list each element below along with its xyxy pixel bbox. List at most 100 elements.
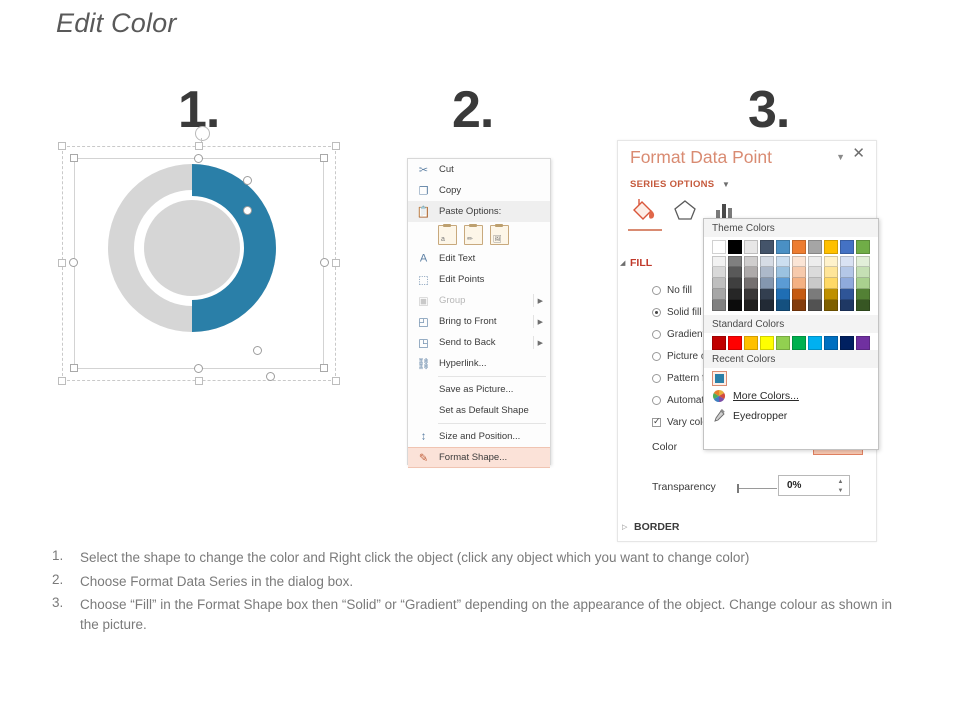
theme-tint-swatch-2-2[interactable] <box>728 267 742 278</box>
theme-color-swatch-8[interactable] <box>824 240 838 254</box>
theme-tint-swatch-10-4[interactable] <box>856 289 870 300</box>
theme-color-swatch-1[interactable] <box>712 240 726 254</box>
radio-button[interactable] <box>652 396 661 405</box>
radio-button[interactable] <box>652 330 661 339</box>
close-icon[interactable]: ✕ <box>852 145 865 162</box>
context-menu-item-size-and-position[interactable]: ↕ Size and Position... <box>408 426 550 447</box>
resize-handle-ne[interactable] <box>332 142 340 150</box>
theme-tint-swatch-10-1[interactable] <box>856 256 870 267</box>
theme-tint-swatch-2-4[interactable] <box>728 289 742 300</box>
chevron-down-icon[interactable]: ▼ <box>722 180 730 189</box>
theme-tints-grid[interactable] <box>704 254 878 315</box>
rotation-handle-icon[interactable] <box>195 126 210 141</box>
theme-tint-swatch-10-5[interactable] <box>856 300 870 311</box>
resize-handle-n[interactable] <box>195 142 203 150</box>
color-picker-dropdown[interactable]: Theme Colors Standard Colors Recent Colo… <box>703 218 879 450</box>
theme-tint-column-8[interactable] <box>824 256 838 311</box>
selected-data-point-arc[interactable] <box>108 152 300 368</box>
theme-tint-swatch-5-3[interactable] <box>776 278 790 289</box>
inner-handle-w[interactable] <box>69 258 78 267</box>
theme-tint-swatch-3-5[interactable] <box>744 300 758 311</box>
theme-tint-swatch-5-5[interactable] <box>776 300 790 311</box>
data-point-handle-4[interactable] <box>266 372 275 381</box>
transparency-slider[interactable] <box>737 484 777 493</box>
context-menu[interactable]: ✂ Cut ❐ Copy 📋 Paste Options: a ✏ 🖼 A Edit Text ⬚ Ed… <box>407 158 551 468</box>
paste-keep-source-icon[interactable]: a <box>438 224 457 245</box>
theme-tint-swatch-4-5[interactable] <box>760 300 774 311</box>
inner-handle-nw[interactable] <box>70 154 78 162</box>
context-menu-item-hyperlink[interactable]: ⛓ Hyperlink... <box>408 353 550 374</box>
theme-tint-column-5[interactable] <box>776 256 790 311</box>
paste-options-row[interactable]: a ✏ 🖼 <box>408 222 550 248</box>
theme-tint-swatch-4-1[interactable] <box>760 256 774 267</box>
theme-color-swatch-6[interactable] <box>792 240 806 254</box>
theme-tint-swatch-2-5[interactable] <box>728 300 742 311</box>
inner-handle-se[interactable] <box>320 364 328 372</box>
theme-tint-swatch-6-3[interactable] <box>792 278 806 289</box>
theme-tint-column-2[interactable] <box>728 256 742 311</box>
standard-color-swatch-4[interactable] <box>760 336 774 350</box>
donut-inner-disc[interactable] <box>144 200 240 296</box>
theme-tint-swatch-6-2[interactable] <box>792 267 806 278</box>
theme-tint-swatch-9-2[interactable] <box>840 267 854 278</box>
theme-tint-swatch-8-5[interactable] <box>824 300 838 311</box>
context-menu-item-edit-points[interactable]: ⬚ Edit Points <box>408 269 550 290</box>
theme-tint-column-10[interactable] <box>856 256 870 311</box>
theme-tint-swatch-4-3[interactable] <box>760 278 774 289</box>
series-options-label[interactable]: SERIES OPTIONS <box>630 179 715 190</box>
standard-color-swatch-10[interactable] <box>856 336 870 350</box>
effects-pentagon-icon[interactable] <box>670 197 700 223</box>
transparency-stepper[interactable]: ▲ ▼ <box>837 479 844 494</box>
chevron-down-icon[interactable]: ▼ <box>836 152 845 162</box>
theme-tint-column-6[interactable] <box>792 256 806 311</box>
resize-handle-nw[interactable] <box>58 142 66 150</box>
standard-color-swatch-8[interactable] <box>824 336 838 350</box>
checkbox[interactable] <box>652 416 661 427</box>
theme-tint-swatch-5-1[interactable] <box>776 256 790 267</box>
theme-color-swatch-10[interactable] <box>856 240 870 254</box>
theme-tint-column-9[interactable] <box>840 256 854 311</box>
fill-option-pattern-fill[interactable]: Pattern fill <box>652 373 711 384</box>
inner-handle-ne[interactable] <box>320 154 328 162</box>
fill-option-gradient-fill[interactable]: Gradient fill <box>652 329 718 340</box>
standard-color-swatch-9[interactable] <box>840 336 854 350</box>
theme-tint-swatch-4-2[interactable] <box>760 267 774 278</box>
radio-button[interactable] <box>652 286 661 295</box>
context-menu-item-send-to-back[interactable]: ◳ Send to Back ▶ <box>408 332 550 353</box>
context-menu-item-edit-text[interactable]: A Edit Text <box>408 248 550 269</box>
border-section-label[interactable]: BORDER <box>634 521 680 533</box>
theme-tint-swatch-1-3[interactable] <box>712 278 726 289</box>
size-chart-icon[interactable] <box>710 197 740 223</box>
data-point-handle-1[interactable] <box>243 176 252 185</box>
theme-tint-swatch-3-2[interactable] <box>744 267 758 278</box>
data-point-handle-2[interactable] <box>243 206 252 215</box>
theme-tint-swatch-5-4[interactable] <box>776 289 790 300</box>
theme-tint-swatch-8-2[interactable] <box>824 267 838 278</box>
theme-tint-swatch-9-5[interactable] <box>840 300 854 311</box>
theme-tint-swatch-1-2[interactable] <box>712 267 726 278</box>
context-menu-item-format-shape[interactable]: ✎ Format Shape... <box>408 447 550 468</box>
context-menu-item-paste-options[interactable]: 📋 Paste Options: <box>408 201 550 222</box>
theme-tint-swatch-8-3[interactable] <box>824 278 838 289</box>
radio-button[interactable] <box>652 374 661 383</box>
context-menu-item-bring-to-front[interactable]: ◰ Bring to Front ▶ <box>408 311 550 332</box>
chevron-right-icon[interactable]: ▷ <box>622 524 628 531</box>
fill-option-solid-fill[interactable]: Solid fill <box>652 307 701 318</box>
theme-tint-swatch-3-3[interactable] <box>744 278 758 289</box>
fill-section-label[interactable]: FILL <box>630 257 653 269</box>
theme-tint-swatch-9-3[interactable] <box>840 278 854 289</box>
theme-tint-swatch-3-1[interactable] <box>744 256 758 267</box>
standard-colors-row[interactable] <box>704 333 878 350</box>
resize-handle-s[interactable] <box>195 377 203 385</box>
inner-handle-e[interactable] <box>320 258 329 267</box>
context-menu-item-save-as-picture[interactable]: Save as Picture... <box>408 379 550 400</box>
more-colors-item[interactable]: More Colors... <box>704 386 878 406</box>
theme-tint-swatch-9-1[interactable] <box>840 256 854 267</box>
theme-tint-swatch-7-4[interactable] <box>808 289 822 300</box>
theme-tint-swatch-4-4[interactable] <box>760 289 774 300</box>
theme-tint-swatch-8-4[interactable] <box>824 289 838 300</box>
standard-color-swatch-6[interactable] <box>792 336 806 350</box>
transparency-input[interactable]: 0% ▲ ▼ <box>778 475 850 496</box>
chevron-down-icon[interactable]: ◢ <box>620 260 626 267</box>
theme-color-swatch-2[interactable] <box>728 240 742 254</box>
